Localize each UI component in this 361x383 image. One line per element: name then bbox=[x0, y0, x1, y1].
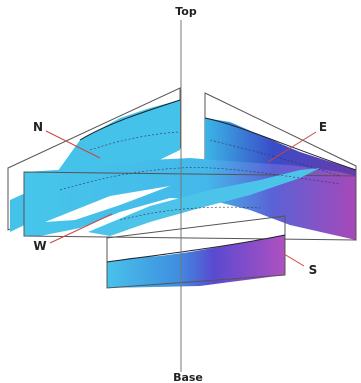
contour bbox=[59, 167, 341, 191]
direction-pointer bbox=[283, 253, 305, 267]
surface-line bbox=[106, 234, 286, 263]
surface-line bbox=[79, 99, 181, 141]
panel-frame bbox=[106, 215, 286, 289]
panel-frame bbox=[23, 171, 357, 241]
panel-fill bbox=[107, 235, 285, 288]
gap bbox=[45, 186, 170, 222]
direction-label: N bbox=[33, 120, 43, 134]
contour bbox=[89, 131, 179, 151]
contour bbox=[119, 206, 261, 221]
contour bbox=[209, 139, 341, 177]
direction-label: W bbox=[33, 239, 46, 253]
axis-top-label: Top bbox=[175, 5, 197, 18]
surface-line bbox=[204, 117, 357, 171]
panel-fill bbox=[88, 168, 320, 236]
axis-base-label: Base bbox=[173, 371, 203, 383]
direction-pointer bbox=[49, 213, 113, 244]
direction-label: E bbox=[319, 120, 327, 134]
direction-pointer bbox=[45, 130, 101, 159]
direction-label: S bbox=[309, 263, 318, 277]
direction-pointer bbox=[267, 131, 317, 163]
